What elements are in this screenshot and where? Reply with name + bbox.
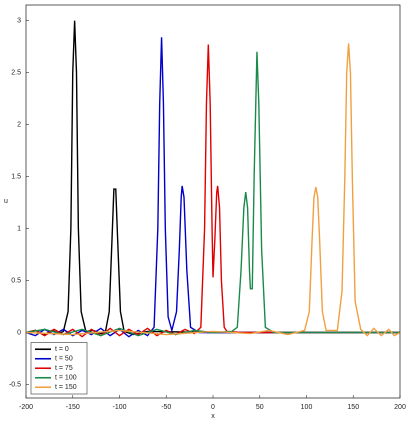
x-tick-label: 150 <box>347 404 359 411</box>
x-tick-label: -150 <box>66 404 80 411</box>
y-tick-label: 1.5 <box>11 173 21 180</box>
y-tick-label: 2 <box>17 121 21 128</box>
lines <box>26 20 400 338</box>
series-line <box>26 43 400 337</box>
x-tick-label: -100 <box>112 404 126 411</box>
y-tick-label: -0.5 <box>9 381 21 388</box>
y-tick-label: 0 <box>17 329 21 336</box>
plot-frame <box>25 4 401 399</box>
x-tick-label: 50 <box>256 404 264 411</box>
y-tick-label: 0.5 <box>11 277 21 284</box>
y-label: u <box>4 198 8 205</box>
legend: t = 0 t = 50 t = 75 t = 100 t = 150 <box>30 342 88 395</box>
y-tick-label: 3 <box>17 17 21 24</box>
series-line <box>26 51 400 337</box>
legend-label: t = 0 <box>55 346 69 353</box>
x-tick-label: -200 <box>19 404 33 411</box>
legend-label: t = 150 <box>55 384 77 391</box>
legend-label: t = 75 <box>55 365 73 372</box>
legend-label: t = 50 <box>55 356 73 363</box>
legend-label: t = 100 <box>55 375 77 382</box>
ticks: -200 -150 -100 -50 0 50 100 150 200 -0.5 0 0.5 1 1.5 2… <box>9 17 406 410</box>
y-tick-label: 2.5 <box>11 69 21 76</box>
y-tick-label: 1 <box>17 225 21 232</box>
x-tick-label: 100 <box>301 404 313 411</box>
x-tick-label: 200 <box>394 404 406 411</box>
x-tick-label: 0 <box>211 404 215 411</box>
x-label: x <box>211 413 215 420</box>
x-tick-label: -50 <box>161 404 171 411</box>
